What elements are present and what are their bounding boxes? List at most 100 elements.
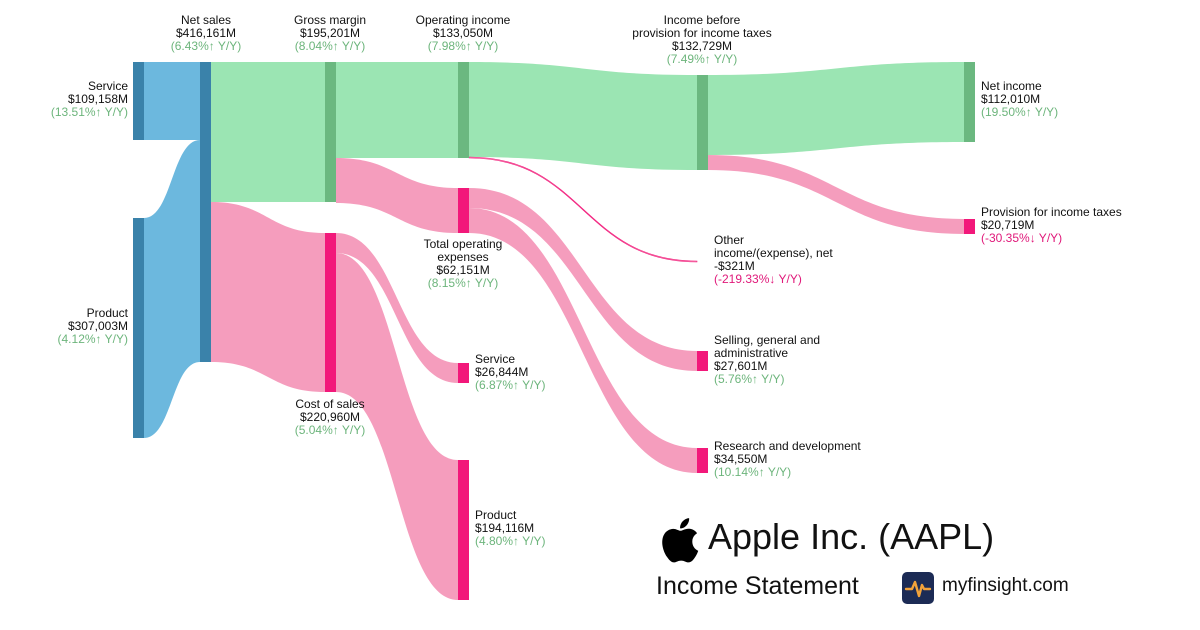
sankey-link-total_opex-to-sga bbox=[469, 188, 697, 371]
sankey-node-sga bbox=[697, 351, 708, 371]
node-name: Product bbox=[475, 508, 517, 522]
sankey-links bbox=[144, 62, 964, 600]
node-name: Service bbox=[88, 79, 128, 93]
sankey-link-net_sales-to-cost_of_sales bbox=[211, 202, 325, 392]
node-name: Other bbox=[714, 233, 744, 247]
sankey-node-product_rev bbox=[133, 218, 144, 438]
node-value: $220,960M bbox=[300, 410, 360, 424]
node-label-other_income: Other income/(expense), net -$321M (-219.33… bbox=[714, 233, 833, 286]
node-value: $194,116M bbox=[475, 521, 534, 535]
node-label-cost_of_sales: Cost of sales $220,960M (5.04%↑ Y/Y) bbox=[295, 397, 365, 437]
brand-block: Apple Inc. (AAPL) Income Statement myfin… bbox=[656, 512, 1176, 622]
sankey-link-cost_of_sales-to-service_cost bbox=[336, 233, 458, 383]
sankey-node-cost_of_sales bbox=[325, 233, 336, 392]
sankey-link-gross_margin-to-total_opex bbox=[336, 158, 458, 233]
node-name: Product bbox=[87, 306, 129, 320]
sankey-node-service_cost bbox=[458, 363, 469, 383]
node-name: administrative bbox=[714, 346, 788, 360]
node-change: (-219.33%↓ Y/Y) bbox=[714, 272, 802, 286]
node-value: $307,003M bbox=[68, 319, 128, 333]
sankey-link-service_rev-to-net_sales bbox=[144, 62, 200, 140]
node-label-net_sales: Net sales $416,161M (6.43%↑ Y/Y) bbox=[171, 13, 241, 53]
node-change: (7.98%↑ Y/Y) bbox=[428, 39, 498, 53]
node-name: provision for income taxes bbox=[632, 26, 771, 40]
site-name: myfinsight.com bbox=[942, 575, 1069, 596]
node-change: (8.04%↑ Y/Y) bbox=[295, 39, 365, 53]
sankey-link-net_sales-to-gross_margin bbox=[211, 62, 325, 202]
myfinsight-logo-icon bbox=[902, 572, 934, 604]
node-label-product_rev: Product $307,003M (4.12%↑ Y/Y) bbox=[58, 306, 129, 346]
node-change: (-30.35%↓ Y/Y) bbox=[981, 231, 1062, 245]
apple-logo-icon bbox=[662, 518, 699, 563]
sankey-link-product_rev-to-net_sales bbox=[144, 140, 200, 438]
company-title: Apple Inc. (AAPL) bbox=[708, 516, 995, 557]
sankey-node-net_income bbox=[964, 62, 975, 142]
node-change: (10.14%↑ Y/Y) bbox=[714, 465, 791, 479]
node-name: expenses bbox=[437, 250, 488, 264]
node-label-total_opex: Total operating expenses $62,151M (8.15%↑ Y… bbox=[424, 237, 503, 290]
node-value: $133,050M bbox=[433, 26, 493, 40]
sankey-node-gross_margin bbox=[325, 62, 336, 202]
node-value: $62,151M bbox=[436, 263, 489, 277]
node-change: (19.50%↑ Y/Y) bbox=[981, 105, 1058, 119]
node-name: Gross margin bbox=[294, 13, 366, 27]
node-value: $112,010M bbox=[981, 92, 1040, 106]
node-value: $416,161M bbox=[176, 26, 236, 40]
node-name: Cost of sales bbox=[295, 397, 364, 411]
node-label-gross_margin: Gross margin $195,201M (8.04%↑ Y/Y) bbox=[294, 13, 366, 53]
sankey-link-operating_income-to-other_income bbox=[468, 156, 698, 263]
node-name: Operating income bbox=[416, 13, 511, 27]
sankey-link-income_before_tax-to-net_income bbox=[708, 62, 964, 155]
node-label-service_rev: Service $109,158M (13.51%↑ Y/Y) bbox=[51, 79, 128, 119]
node-name: Research and development bbox=[714, 439, 861, 453]
node-label-tax: Provision for income taxes $20,719M (-30.3… bbox=[981, 205, 1122, 245]
node-label-product_cost: Product $194,116M (4.80%↑ Y/Y) bbox=[475, 508, 545, 548]
node-label-income_before_tax: Income before provision for income taxes $… bbox=[632, 13, 771, 66]
sankey-node-tax bbox=[964, 219, 975, 234]
node-label-service_cost: Service $26,844M (6.87%↑ Y/Y) bbox=[475, 352, 545, 392]
node-change: (13.51%↑ Y/Y) bbox=[51, 105, 128, 119]
sankey-link-gross_margin-to-operating_income bbox=[336, 62, 458, 158]
sankey-node-rnd bbox=[697, 448, 708, 473]
node-name: Total operating bbox=[424, 237, 503, 251]
sankey-node-net_sales bbox=[200, 62, 211, 362]
node-change: (4.12%↑ Y/Y) bbox=[58, 332, 128, 346]
node-name: Provision for income taxes bbox=[981, 205, 1122, 219]
sankey-node-income_before_tax bbox=[697, 75, 708, 170]
sankey-node-operating_income bbox=[458, 62, 469, 158]
node-change: (4.80%↑ Y/Y) bbox=[475, 534, 545, 548]
node-name: Service bbox=[475, 352, 515, 366]
node-value: $27,601M bbox=[714, 359, 767, 373]
sankey-node-product_cost bbox=[458, 460, 469, 600]
node-label-net_income: Net income $112,010M (19.50%↑ Y/Y) bbox=[981, 79, 1058, 119]
node-change: (6.43%↑ Y/Y) bbox=[171, 39, 241, 53]
statement-subtitle: Income Statement bbox=[656, 572, 859, 600]
node-change: (6.87%↑ Y/Y) bbox=[475, 378, 545, 392]
node-value: $26,844M bbox=[475, 365, 528, 379]
sankey-link-operating_income-to-income_before_tax bbox=[469, 62, 697, 170]
node-name: Income before bbox=[664, 13, 741, 27]
node-label-rnd: Research and development $34,550M (10.14%↑… bbox=[714, 439, 861, 479]
sankey-link-income_before_tax-to-tax bbox=[708, 155, 964, 234]
node-change: (8.15%↑ Y/Y) bbox=[428, 276, 498, 290]
node-value: $20,719M bbox=[981, 218, 1034, 232]
node-name: Selling, general and bbox=[714, 333, 820, 347]
node-value: $132,729M bbox=[672, 39, 732, 53]
node-change: (5.04%↑ Y/Y) bbox=[295, 423, 365, 437]
node-change: (7.49%↑ Y/Y) bbox=[667, 52, 737, 66]
node-name: Net income bbox=[981, 79, 1042, 93]
node-value: -$321M bbox=[714, 259, 755, 273]
sankey-labels: Service $109,158M (13.51%↑ Y/Y)Product $307… bbox=[51, 13, 1122, 548]
sankey-node-total_opex bbox=[458, 188, 469, 233]
node-change: (5.76%↑ Y/Y) bbox=[714, 372, 784, 386]
node-label-operating_income: Operating income $133,050M (7.98%↑ Y/Y) bbox=[416, 13, 511, 53]
sankey-nodes bbox=[133, 62, 975, 600]
sankey-node-service_rev bbox=[133, 62, 144, 140]
node-name: Net sales bbox=[181, 13, 231, 27]
node-label-sga: Selling, general and administrative $27,60… bbox=[714, 333, 820, 386]
sankey-link-cost_of_sales-to-product_cost bbox=[336, 253, 458, 600]
node-name: income/(expense), net bbox=[714, 246, 833, 260]
node-value: $109,158M bbox=[68, 92, 128, 106]
node-value: $195,201M bbox=[300, 26, 360, 40]
